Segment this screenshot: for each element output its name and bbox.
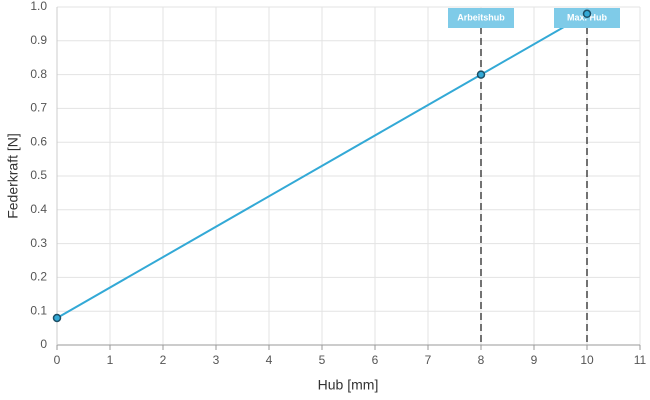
x-tick-label: 5: [319, 353, 326, 367]
annotation-box: [448, 8, 514, 28]
x-tick-label: 8: [478, 353, 485, 367]
y-tick-label: 0.8: [30, 67, 47, 81]
y-tick-label: 0.6: [30, 134, 47, 148]
y-tick-label: 1.0: [30, 0, 47, 13]
y-tick-label: 0.9: [30, 33, 47, 47]
y-tick-label: 0.4: [30, 202, 47, 216]
x-tick-label: 7: [425, 353, 432, 367]
y-tick-label: 0.1: [30, 303, 47, 317]
x-tick-label: 1: [107, 353, 114, 367]
x-tick-label: 2: [160, 353, 167, 367]
x-axis-title: Hub [mm]: [318, 377, 379, 393]
x-tick-label: 3: [213, 353, 220, 367]
y-tick-label: 0.7: [30, 101, 47, 115]
y-axis-title: Federkraft [N]: [5, 133, 21, 219]
y-tick-label: 0.5: [30, 168, 47, 182]
point: [582, 9, 592, 19]
y-tick-label: 0.2: [30, 270, 47, 284]
x-tick-label: 6: [372, 353, 379, 367]
x-tick-label: 9: [531, 353, 538, 367]
point: [52, 313, 62, 323]
x-tick-label: 0: [54, 353, 61, 367]
y-tick-label: 0: [40, 337, 47, 351]
x-tick-label: 10: [580, 353, 594, 367]
annotation-label: Arbeitshub: [457, 12, 505, 22]
point: [476, 70, 486, 79]
x-tick-label: 4: [266, 353, 273, 367]
y-tick-label: 0.3: [30, 236, 47, 250]
x-tick-label: 11: [634, 353, 647, 367]
